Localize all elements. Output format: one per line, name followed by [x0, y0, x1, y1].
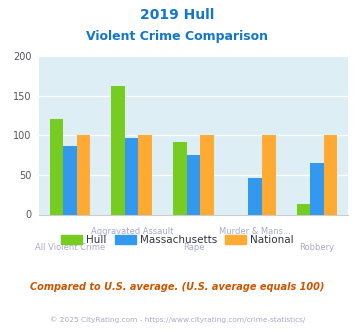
Bar: [125, 138, 138, 214]
Bar: [50, 119, 63, 214]
Bar: [200, 135, 214, 214]
Text: Violent Crime Comparison: Violent Crime Comparison: [87, 30, 268, 43]
Text: Murder & Mans...: Murder & Mans...: [219, 227, 291, 236]
Bar: [138, 135, 152, 214]
Bar: [297, 204, 310, 215]
Text: Aggravated Assault: Aggravated Assault: [91, 227, 173, 236]
Text: 2019 Hull: 2019 Hull: [140, 8, 215, 22]
Bar: [262, 135, 275, 214]
Text: Robbery: Robbery: [300, 243, 334, 252]
Text: Compared to U.S. average. (U.S. average equals 100): Compared to U.S. average. (U.S. average …: [30, 282, 325, 292]
Text: Rape: Rape: [183, 243, 204, 252]
Bar: [173, 143, 187, 214]
Bar: [63, 147, 77, 214]
Legend: Hull, Massachusetts, National: Hull, Massachusetts, National: [61, 235, 294, 245]
Bar: [111, 86, 125, 214]
Bar: [77, 135, 90, 214]
Bar: [310, 163, 324, 215]
Bar: [187, 155, 200, 214]
Bar: [324, 135, 337, 214]
Text: © 2025 CityRating.com - https://www.cityrating.com/crime-statistics/: © 2025 CityRating.com - https://www.city…: [50, 317, 305, 323]
Bar: [248, 178, 262, 214]
Text: All Violent Crime: All Violent Crime: [35, 243, 105, 252]
